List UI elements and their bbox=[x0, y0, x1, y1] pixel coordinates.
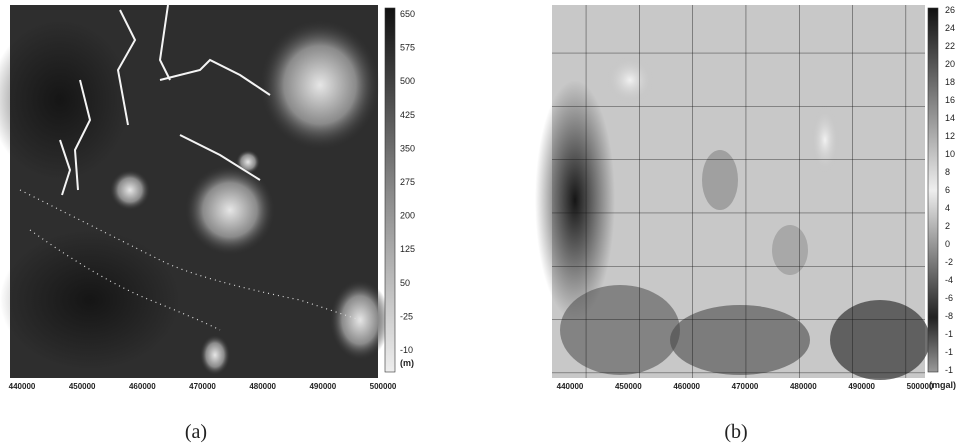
colorbar-tick-label: 8 bbox=[945, 167, 950, 177]
x-tick-label: 450000 bbox=[615, 382, 642, 391]
colorbar-tick-label: 18 bbox=[945, 77, 955, 87]
colorbar-tick-label: -6 bbox=[945, 293, 953, 303]
colorbar-tick-label: -2 bbox=[945, 257, 953, 267]
colorbar-tick-label: -8 bbox=[945, 311, 953, 321]
colorbar-tick-label: 650 bbox=[400, 9, 415, 19]
colorbar-tick-label: 16 bbox=[945, 95, 955, 105]
colorbar-tick-label: 14 bbox=[945, 113, 955, 123]
x-tick-label: 490000 bbox=[309, 382, 336, 391]
x-tick-label: 470000 bbox=[189, 382, 216, 391]
colorbar-tick-label: 575 bbox=[400, 43, 415, 53]
caption: (a) bbox=[185, 421, 207, 443]
x-tick-label: 460000 bbox=[129, 382, 156, 391]
colorbar-a bbox=[384, 7, 396, 373]
colorbar-tick-label: 50 bbox=[400, 278, 410, 288]
map-b bbox=[535, 5, 930, 380]
colorbar-b bbox=[927, 7, 939, 373]
map-a bbox=[0, 4, 390, 378]
colorbar-tick-label: -1 bbox=[945, 365, 953, 375]
colorbar-tick-label: -25 bbox=[400, 311, 413, 321]
x-tick-label: 480000 bbox=[249, 382, 276, 391]
x-tick-label: 440000 bbox=[557, 382, 584, 391]
unit-label: (mgal) bbox=[929, 380, 956, 390]
colorbar-tick-label: 12 bbox=[945, 131, 955, 141]
caption: (b) bbox=[724, 421, 747, 443]
colorbar-tick-label: 6 bbox=[945, 185, 950, 195]
colorbar-tick-label: 24 bbox=[945, 23, 955, 33]
x-tick-label: 450000 bbox=[69, 382, 96, 391]
colorbar-tick-label: 425 bbox=[400, 110, 415, 120]
colorbar-tick-label: 4 bbox=[945, 203, 950, 213]
colorbar-tick-label: 10 bbox=[945, 149, 955, 159]
colorbar-tick-label: -1 bbox=[945, 347, 953, 357]
colorbar-tick-label: 275 bbox=[400, 177, 415, 187]
colorbar-tick-label: 200 bbox=[400, 211, 415, 221]
colorbar-tick-label: -10 bbox=[400, 345, 413, 355]
colorbar-tick-label: 2 bbox=[945, 221, 950, 231]
x-tick-label: 490000 bbox=[848, 382, 875, 391]
x-tick-label: 480000 bbox=[790, 382, 817, 391]
colorbar-tick-label: 500 bbox=[400, 76, 415, 86]
colorbar-tick-label: 26 bbox=[945, 5, 955, 15]
colorbar-tick-label: 20 bbox=[945, 59, 955, 69]
x-tick-label: 460000 bbox=[673, 382, 700, 391]
unit-label: (m) bbox=[400, 358, 414, 368]
colorbar-tick-label: 350 bbox=[400, 143, 415, 153]
colorbar-tick-label: 0 bbox=[945, 239, 950, 249]
colorbar-tick-label: -1 bbox=[945, 329, 953, 339]
colorbar-tick-label: -4 bbox=[945, 275, 953, 285]
x-tick-label: 500000 bbox=[907, 382, 934, 391]
x-tick-label: 470000 bbox=[732, 382, 759, 391]
x-tick-label: 440000 bbox=[9, 382, 36, 391]
x-tick-label: 500000 bbox=[370, 382, 397, 391]
colorbar-tick-label: 22 bbox=[945, 41, 955, 51]
colorbar-tick-label: 125 bbox=[400, 244, 415, 254]
